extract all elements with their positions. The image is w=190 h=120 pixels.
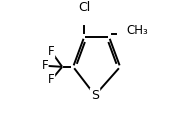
Text: F: F [48, 73, 55, 86]
Text: Cl: Cl [78, 1, 90, 14]
Text: F: F [48, 45, 55, 58]
Text: CH₃: CH₃ [127, 24, 148, 37]
Text: F: F [41, 59, 48, 72]
Text: S: S [91, 89, 99, 102]
